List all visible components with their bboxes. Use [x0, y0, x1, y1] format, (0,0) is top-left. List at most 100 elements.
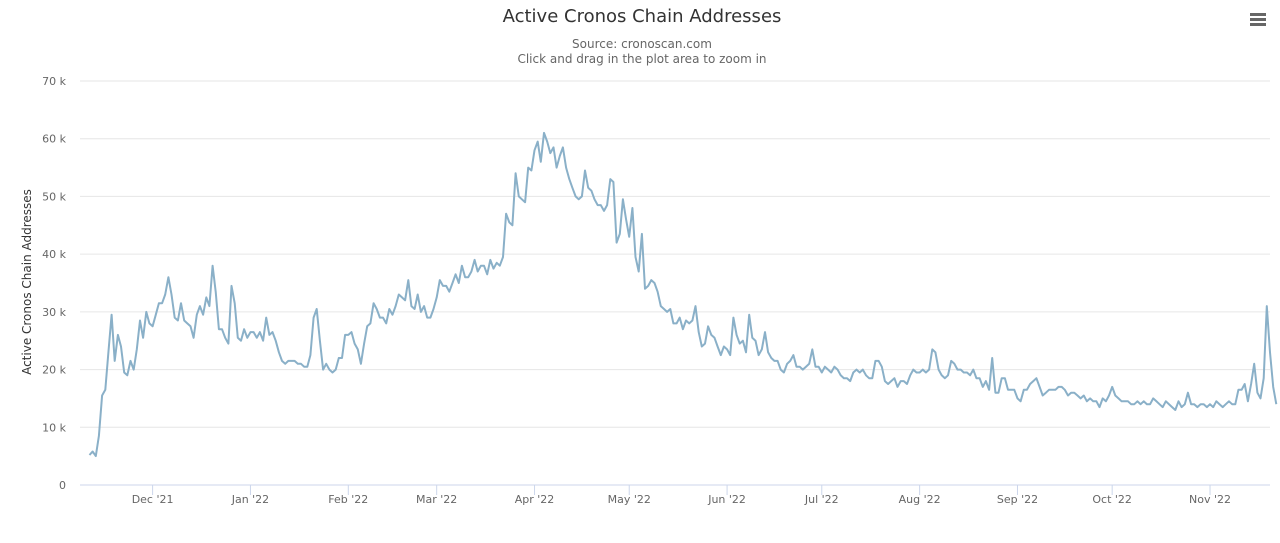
- data-point[interactable]: [936, 367, 942, 373]
- data-point[interactable]: [610, 179, 616, 185]
- data-point[interactable]: [263, 315, 269, 321]
- data-point[interactable]: [756, 352, 762, 358]
- data-point[interactable]: [977, 375, 983, 381]
- data-point[interactable]: [509, 222, 515, 228]
- data-point[interactable]: [569, 185, 575, 191]
- data-point[interactable]: [592, 196, 598, 202]
- data-point[interactable]: [260, 338, 266, 344]
- data-point[interactable]: [551, 144, 557, 150]
- data-point[interactable]: [1062, 387, 1068, 393]
- data-point[interactable]: [446, 289, 452, 295]
- data-point[interactable]: [371, 300, 377, 306]
- data-point[interactable]: [1258, 395, 1264, 401]
- data-point[interactable]: [617, 231, 623, 237]
- data-point[interactable]: [693, 303, 699, 309]
- data-point[interactable]: [689, 318, 695, 324]
- data-point[interactable]: [869, 375, 875, 381]
- data-point[interactable]: [418, 309, 424, 315]
- data-point[interactable]: [819, 370, 825, 376]
- data-point[interactable]: [702, 341, 708, 347]
- data-point[interactable]: [124, 372, 130, 378]
- data-point[interactable]: [497, 263, 503, 269]
- data-point[interactable]: [636, 269, 642, 275]
- data-point[interactable]: [1024, 387, 1030, 393]
- data-point[interactable]: [503, 211, 509, 217]
- data-point[interactable]: [140, 335, 146, 341]
- data-point[interactable]: [200, 312, 206, 318]
- data-point[interactable]: [652, 280, 658, 286]
- data-point[interactable]: [513, 170, 519, 176]
- data-point[interactable]: [393, 303, 399, 309]
- data-point[interactable]: [109, 312, 115, 318]
- data-point[interactable]: [1106, 393, 1112, 399]
- data-point[interactable]: [1176, 398, 1182, 404]
- data-point[interactable]: [765, 349, 771, 355]
- data-point[interactable]: [1103, 398, 1109, 404]
- data-point[interactable]: [674, 320, 680, 326]
- data-point[interactable]: [175, 318, 181, 324]
- data-point[interactable]: [276, 349, 282, 355]
- data-point[interactable]: [860, 367, 866, 373]
- data-point[interactable]: [579, 193, 585, 199]
- data-point[interactable]: [926, 367, 932, 373]
- data-point[interactable]: [626, 234, 632, 240]
- data-point[interactable]: [996, 390, 1002, 396]
- data-point[interactable]: [696, 329, 702, 335]
- data-point[interactable]: [781, 370, 787, 376]
- data-point[interactable]: [734, 332, 740, 338]
- data-point[interactable]: [746, 312, 752, 318]
- data-point[interactable]: [538, 159, 544, 165]
- data-point[interactable]: [582, 168, 588, 174]
- data-point[interactable]: [320, 367, 326, 373]
- data-point[interactable]: [427, 315, 433, 321]
- data-point[interactable]: [535, 139, 541, 145]
- data-point[interactable]: [544, 139, 550, 145]
- data-point[interactable]: [191, 335, 197, 341]
- data-point[interactable]: [891, 375, 897, 381]
- data-point[interactable]: [415, 292, 421, 298]
- data-point[interactable]: [541, 130, 547, 136]
- data-point[interactable]: [188, 323, 194, 329]
- data-point[interactable]: [806, 361, 812, 367]
- data-point[interactable]: [178, 300, 184, 306]
- data-point[interactable]: [390, 312, 396, 318]
- data-point[interactable]: [727, 352, 733, 358]
- data-point[interactable]: [380, 315, 386, 321]
- data-point[interactable]: [970, 367, 976, 373]
- data-point[interactable]: [907, 372, 913, 378]
- data-point[interactable]: [317, 338, 323, 344]
- data-point[interactable]: [412, 306, 418, 312]
- data-point[interactable]: [759, 346, 765, 352]
- data-point[interactable]: [159, 300, 165, 306]
- data-point[interactable]: [1242, 381, 1248, 387]
- data-point[interactable]: [951, 361, 957, 367]
- data-point[interactable]: [986, 387, 992, 393]
- data-point[interactable]: [197, 303, 203, 309]
- data-point[interactable]: [1245, 398, 1251, 404]
- data-point[interactable]: [639, 231, 645, 237]
- data-point[interactable]: [386, 306, 392, 312]
- data-point[interactable]: [1109, 384, 1115, 390]
- data-point[interactable]: [1033, 375, 1039, 381]
- data-point[interactable]: [712, 335, 718, 341]
- data-point[interactable]: [143, 309, 149, 315]
- data-point[interactable]: [339, 355, 345, 361]
- data-point[interactable]: [162, 292, 168, 298]
- data-point[interactable]: [434, 294, 440, 300]
- data-point[interactable]: [443, 283, 449, 289]
- data-point[interactable]: [980, 384, 986, 390]
- data-point[interactable]: [629, 205, 635, 211]
- data-point[interactable]: [1273, 401, 1279, 407]
- data-point[interactable]: [210, 263, 216, 269]
- data-point[interactable]: [655, 289, 661, 295]
- data-point[interactable]: [1267, 349, 1273, 355]
- data-point[interactable]: [431, 306, 437, 312]
- data-point[interactable]: [528, 168, 534, 174]
- data-point[interactable]: [566, 176, 572, 182]
- data-point[interactable]: [532, 147, 538, 153]
- data-point[interactable]: [307, 352, 313, 358]
- data-point[interactable]: [1002, 375, 1008, 381]
- data-point[interactable]: [1270, 384, 1276, 390]
- data-point[interactable]: [1232, 401, 1238, 407]
- data-point[interactable]: [588, 188, 594, 194]
